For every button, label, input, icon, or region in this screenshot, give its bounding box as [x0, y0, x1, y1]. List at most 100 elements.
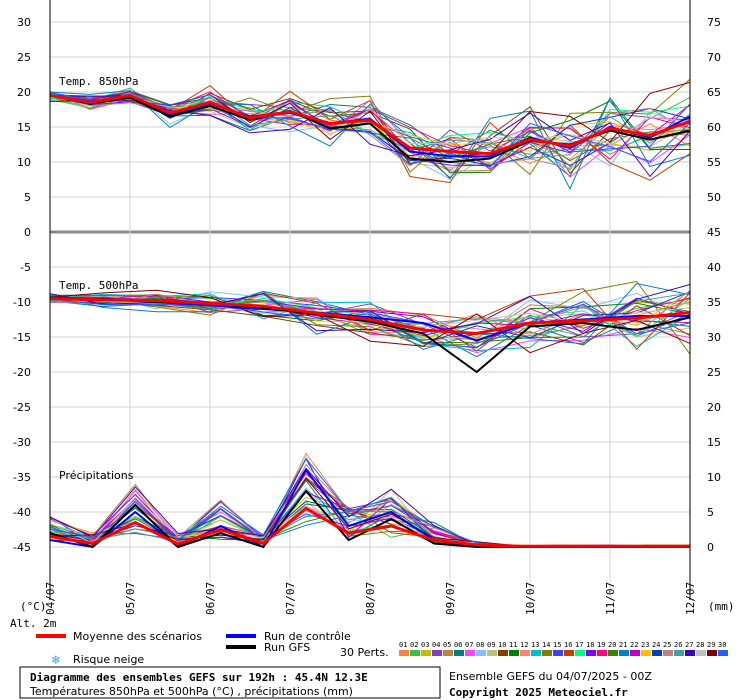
right-tick-label: 30: [707, 331, 721, 344]
x-tick-label: 06/07: [204, 582, 217, 615]
perturbation-swatch: [619, 650, 629, 656]
perturbation-number: 27: [685, 641, 693, 649]
perturbation-number: 24: [652, 641, 660, 649]
perturbation-line-t500: [49, 298, 691, 348]
perturbation-swatch: [399, 650, 409, 656]
left-tick-label: -35: [13, 471, 31, 484]
perturbation-line-t500: [49, 292, 691, 338]
perturbation-swatch: [509, 650, 519, 656]
perturbation-swatch: [608, 650, 618, 656]
perturbation-line-t500: [49, 280, 691, 355]
x-tick-label: 04/07: [44, 582, 57, 615]
perturbation-swatch: [476, 650, 486, 656]
perturbation-swatch: [520, 650, 530, 656]
right-tick-label: 5: [707, 506, 714, 519]
perturbation-number: 10: [498, 641, 506, 649]
x-tick-label: 08/07: [364, 582, 377, 615]
perturbation-number: 23: [641, 641, 649, 649]
perturbation-swatch: [498, 650, 508, 656]
perturbation-number: 04: [432, 641, 440, 649]
right-tick-label: 70: [707, 51, 721, 64]
perturbation-swatch: [696, 650, 706, 656]
right-tick-label: 55: [707, 156, 721, 169]
left-tick-label: 15: [17, 121, 31, 134]
perturbation-swatch: [707, 650, 717, 656]
perturbation-line-t500: [49, 296, 691, 339]
perturbation-number: 01: [399, 641, 407, 649]
legend-mean-label: Moyenne des scénarios: [73, 630, 202, 643]
right-tick-label: 75: [707, 16, 721, 29]
perturbation-line-t500: [49, 288, 691, 350]
perturbation-number: 12: [520, 641, 528, 649]
right-tick-label: 45: [707, 226, 721, 239]
perturbation-line-t850: [49, 91, 690, 174]
snowflake-icon: ❄: [51, 653, 60, 668]
legend-gfs-label: Run GFS: [264, 641, 310, 654]
perturbation-swatch: [586, 650, 596, 656]
perturbation-number: 02: [410, 641, 418, 649]
altitude-label: Alt. 2m: [10, 617, 57, 630]
legend-control-swatch: [226, 634, 256, 638]
perturbation-number: 29: [707, 641, 715, 649]
perturbation-number: 20: [608, 641, 616, 649]
perturbation-swatch: [564, 650, 574, 656]
ensemble-info: Ensemble GEFS du 04/07/2025 - 00Z: [449, 670, 652, 683]
left-tick-label: -15: [13, 331, 31, 344]
perturbation-number: 18: [586, 641, 594, 649]
left-tick-label: -25: [13, 401, 31, 414]
left-tick-label: -45: [13, 541, 31, 554]
left-tick-label: -10: [13, 296, 31, 309]
perturbation-swatch: [597, 650, 607, 656]
perturbation-number: 26: [674, 641, 682, 649]
left-tick-label: 25: [17, 51, 31, 64]
perturbation-number: 21: [619, 641, 627, 649]
left-tick-label: 0: [24, 226, 31, 239]
perturbation-line-t500: [49, 289, 691, 354]
perturbation-swatch: [718, 650, 728, 656]
chart-subtitle: Températures 850hPa et 500hPa (°C) , pré…: [29, 685, 353, 698]
left-tick-label: 5: [24, 191, 31, 204]
panel-label-precip: Précipitations: [59, 469, 134, 482]
panel-label-t850: Temp. 850hPa: [59, 75, 138, 88]
perturbation-number: 14: [542, 641, 550, 649]
right-tick-label: 10: [707, 471, 721, 484]
perturbation-number: 30: [718, 641, 726, 649]
x-tick-label: 05/07: [124, 582, 137, 615]
perturbation-number: 11: [509, 641, 517, 649]
perturbation-number: 22: [630, 641, 638, 649]
right-tick-label: 50: [707, 191, 721, 204]
right-tick-label: 35: [707, 296, 721, 309]
right-tick-label: 60: [707, 121, 721, 134]
left-tick-label: -40: [13, 506, 31, 519]
perturbation-number: 08: [476, 641, 484, 649]
perturbation-swatch: [674, 650, 684, 656]
legend-mean-swatch: [36, 634, 66, 638]
perturbation-swatch: [542, 650, 552, 656]
legend-snow-label: Risque neige: [73, 653, 144, 666]
right-tick-label: 0: [707, 541, 714, 554]
perturbation-swatch: [487, 650, 497, 656]
right-tick-label: 15: [707, 436, 721, 449]
x-tick-label: 12/07: [684, 582, 697, 615]
x-tick-label: 10/07: [524, 582, 537, 615]
perturbation-swatch: [575, 650, 585, 656]
x-tick-label: 09/07: [444, 582, 457, 615]
mean-line-t850: [49, 93, 691, 156]
right-axis-unit: (mm): [708, 600, 735, 613]
perturbation-number: 13: [531, 641, 539, 649]
perturbation-number: 05: [443, 641, 451, 649]
left-tick-label: 30: [17, 16, 31, 29]
left-tick-label: 10: [17, 156, 31, 169]
chart-axes: 302520151050-5-10-15-20-25-30-35-40-4575…: [13, 0, 721, 615]
legend-control-label: Run de contrôle: [264, 630, 351, 643]
main-series-lines: [49, 93, 691, 549]
perturbation-swatch: [553, 650, 563, 656]
perturbation-swatch: [465, 650, 475, 656]
panel-label-t500: Temp. 500hPa: [59, 279, 138, 292]
x-tick-label: 11/07: [604, 582, 617, 615]
left-tick-label: -20: [13, 366, 31, 379]
perturbation-number: 17: [575, 641, 583, 649]
left-tick-label: -30: [13, 436, 31, 449]
perturbation-swatch: [432, 650, 442, 656]
